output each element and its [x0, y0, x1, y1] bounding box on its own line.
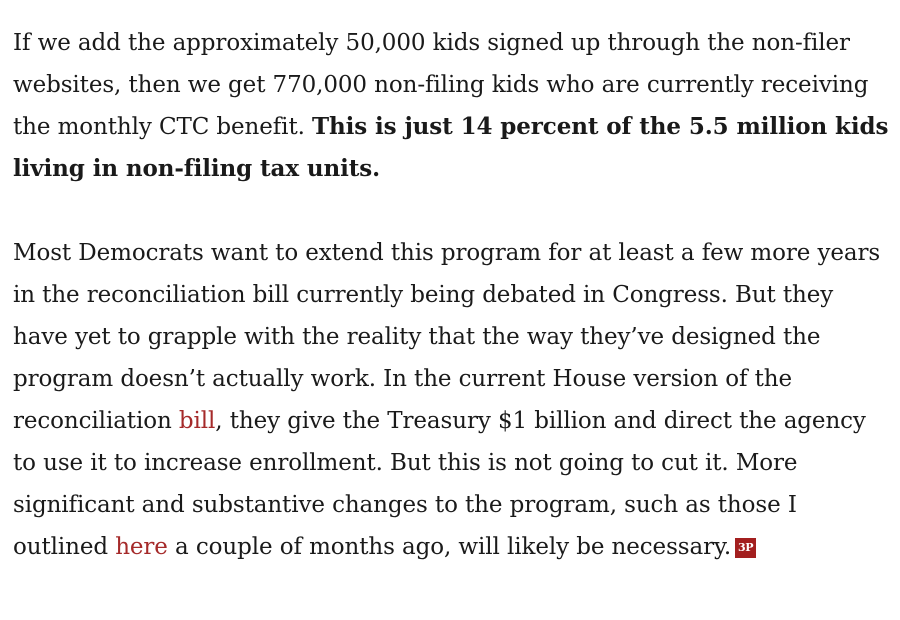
paragraph-text: , they give the Treasury $1 billion and …: [13, 408, 866, 560]
end-mark-logo: 3P: [735, 538, 756, 558]
paragraph-text: a couple of months ago, will likely be n…: [167, 534, 732, 560]
paragraph-text: If we add the approximately 50,000 kids …: [13, 30, 869, 140]
bold-highlight: This is just 14 percent of the 5.5 milli…: [13, 113, 889, 182]
paragraph-enrollment-stats: If we add the approximately 50,000 kids …: [13, 22, 889, 190]
bill-link[interactable]: bill: [178, 408, 216, 434]
paragraph-text: Most Democrats want to extend this progr…: [13, 240, 881, 434]
here-link[interactable]: here: [115, 534, 168, 560]
paragraph-reconciliation: Most Democrats want to extend this progr…: [13, 232, 889, 568]
article-body: If we add the approximately 50,000 kids …: [13, 22, 889, 568]
